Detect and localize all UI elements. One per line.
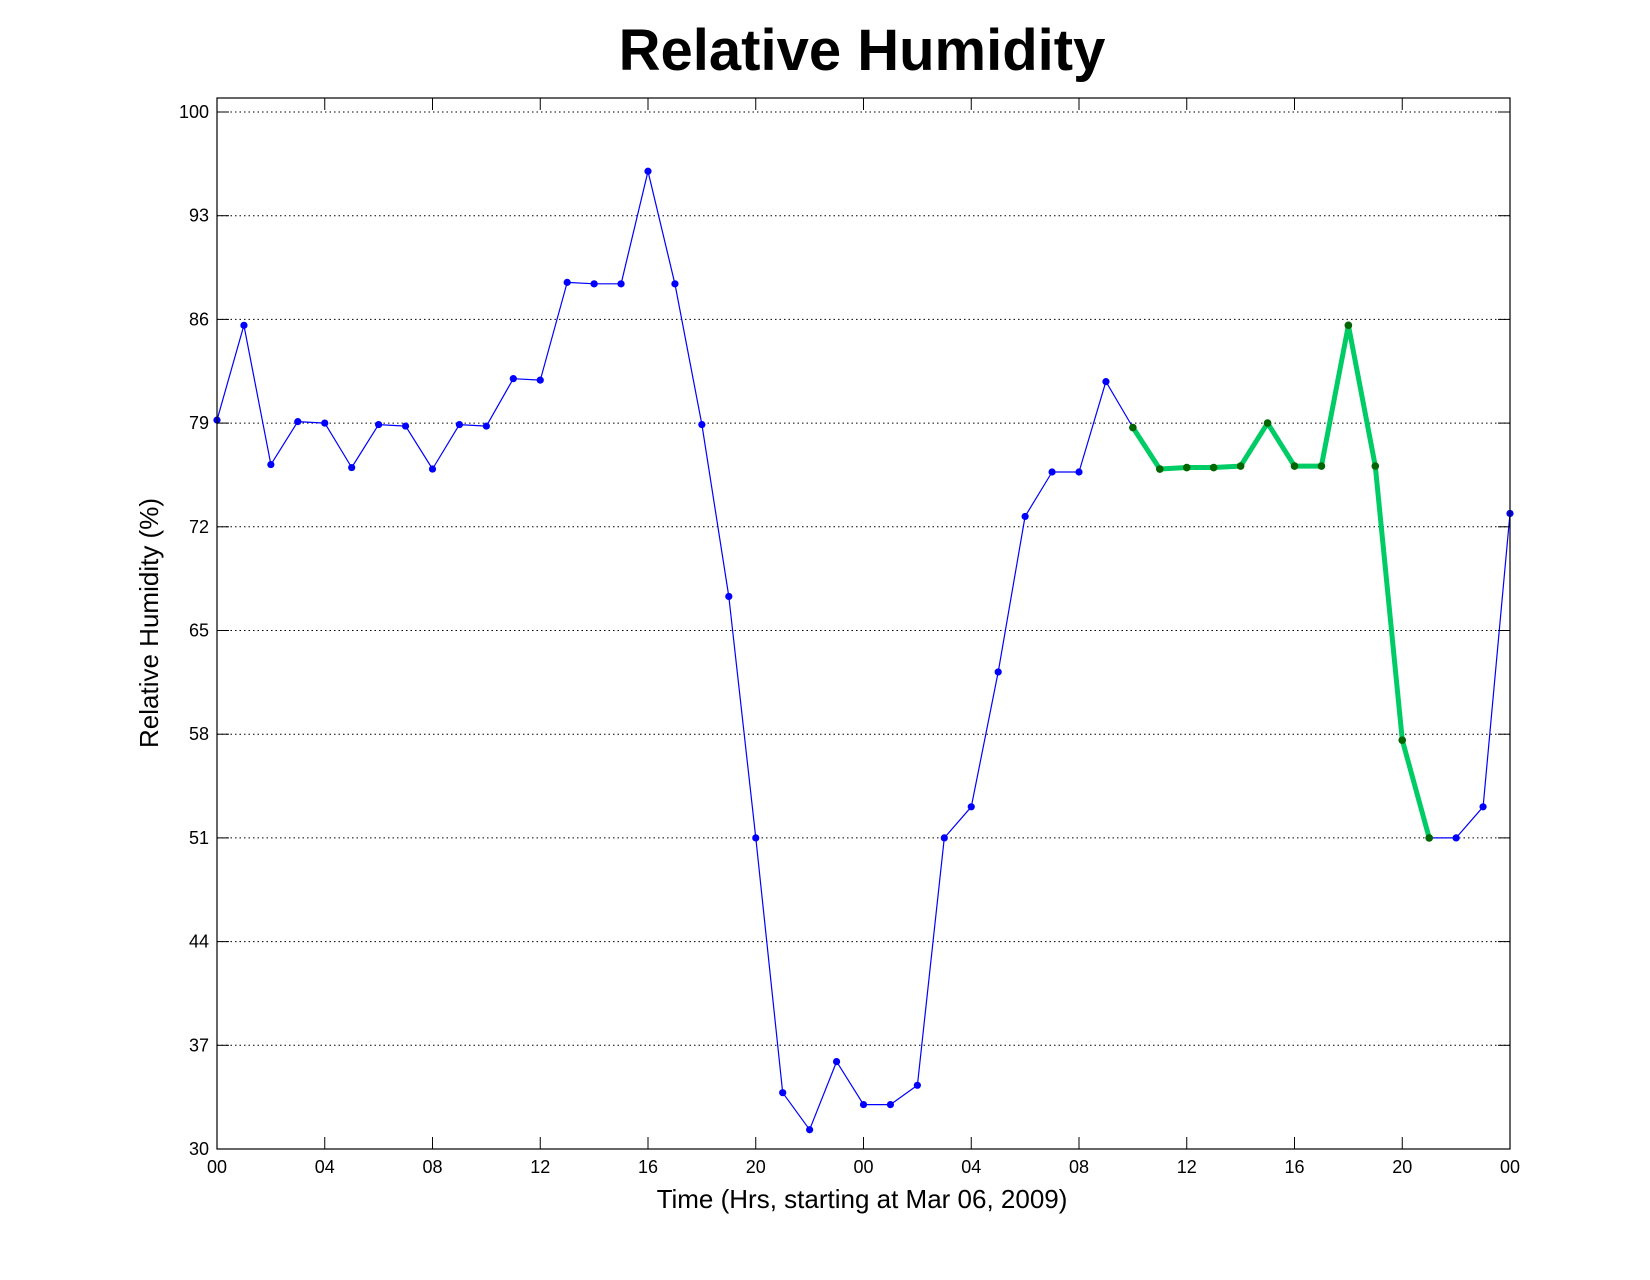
- x-tick-label: 20: [746, 1157, 766, 1177]
- highlight-data-point: [1263, 419, 1272, 427]
- data-point: [1075, 468, 1083, 476]
- highlight-data-point: [1371, 462, 1380, 470]
- data-point: [779, 1089, 787, 1097]
- x-tick-label: 00: [207, 1157, 227, 1177]
- data-point: [806, 1126, 814, 1134]
- data-point: [832, 1057, 841, 1066]
- data-point: [590, 280, 598, 288]
- highlight-data-point: [1156, 465, 1164, 473]
- x-tick-label: 04: [315, 1157, 335, 1177]
- x-tick-label: 20: [1392, 1157, 1412, 1177]
- data-point: [967, 803, 975, 811]
- plot-series: [213, 167, 1514, 1134]
- x-tick-label: 16: [638, 1157, 658, 1177]
- y-tick-label: 86: [189, 309, 209, 329]
- x-tick-label: 16: [1284, 1157, 1304, 1177]
- data-point: [536, 376, 544, 384]
- y-tick-label: 58: [189, 724, 209, 744]
- data-point: [1048, 468, 1056, 476]
- data-point: [994, 668, 1002, 676]
- x-tick-label: 12: [1177, 1157, 1197, 1177]
- x-tick-label: 12: [530, 1157, 550, 1177]
- y-tick-label: 37: [189, 1035, 209, 1055]
- data-point: [267, 460, 275, 469]
- data-point: [752, 834, 760, 842]
- x-tick-label: 08: [422, 1157, 442, 1177]
- y-tick-label: 79: [189, 413, 209, 433]
- data-point: [1452, 834, 1460, 842]
- x-tick-label: 08: [1069, 1157, 1089, 1177]
- highlight-data-point: [1425, 834, 1433, 842]
- data-point: [1102, 378, 1110, 386]
- x-axis-label: Time (Hrs, starting at Mar 06, 2009): [657, 1184, 1068, 1214]
- data-point: [859, 1100, 868, 1109]
- y-tick-label: 30: [189, 1139, 209, 1159]
- highlight-data-point: [1344, 321, 1353, 330]
- highlight-data-point: [1182, 463, 1191, 472]
- x-tick-label: 00: [1500, 1157, 1520, 1177]
- data-point: [428, 465, 437, 473]
- data-point: [294, 418, 302, 426]
- axis-ticks: 30 37 44 51 58 65 72 79 86 93 100 00 04 08 12 16 20 00 04 0…: [179, 98, 1520, 1177]
- y-axis-label: Relative Humidity (%): [134, 498, 164, 748]
- data-point: [725, 592, 733, 601]
- data-point: [482, 422, 490, 430]
- y-tick-label: 100: [179, 102, 209, 122]
- data-point: [321, 419, 329, 427]
- highlight-data-point: [1129, 423, 1137, 432]
- y-tick-label: 51: [189, 828, 209, 848]
- x-tick-label: 04: [961, 1157, 981, 1177]
- x-tick-label: 00: [853, 1157, 873, 1177]
- data-point: [671, 280, 679, 288]
- data-point: [401, 422, 410, 430]
- data-point: [240, 321, 248, 329]
- chart-title: Relative Humidity: [619, 18, 1106, 83]
- y-tick-label: 65: [189, 621, 209, 641]
- data-point: [913, 1081, 921, 1089]
- y-tick-label: 93: [189, 206, 209, 226]
- highlight-data-point: [1317, 462, 1326, 470]
- y-tick-label: 44: [189, 932, 209, 952]
- data-point: [940, 834, 948, 842]
- data-point: [375, 420, 383, 429]
- data-point: [1021, 512, 1029, 521]
- data-point: [563, 278, 571, 286]
- data-point: [617, 280, 625, 288]
- y-tick-label: 72: [189, 517, 209, 537]
- data-point: [509, 375, 517, 383]
- highlight-data-point: [1236, 462, 1245, 470]
- data-point: [348, 463, 356, 472]
- data-point: [455, 420, 464, 429]
- highlight-series-line: [1130, 322, 1432, 839]
- highlight-data-point: [1398, 736, 1407, 744]
- data-point: [1479, 803, 1487, 811]
- data-point: [698, 420, 706, 429]
- data-point: [644, 167, 652, 175]
- highlight-data-point: [1209, 463, 1218, 472]
- data-point: [886, 1100, 895, 1109]
- highlight-data-point: [1290, 462, 1299, 470]
